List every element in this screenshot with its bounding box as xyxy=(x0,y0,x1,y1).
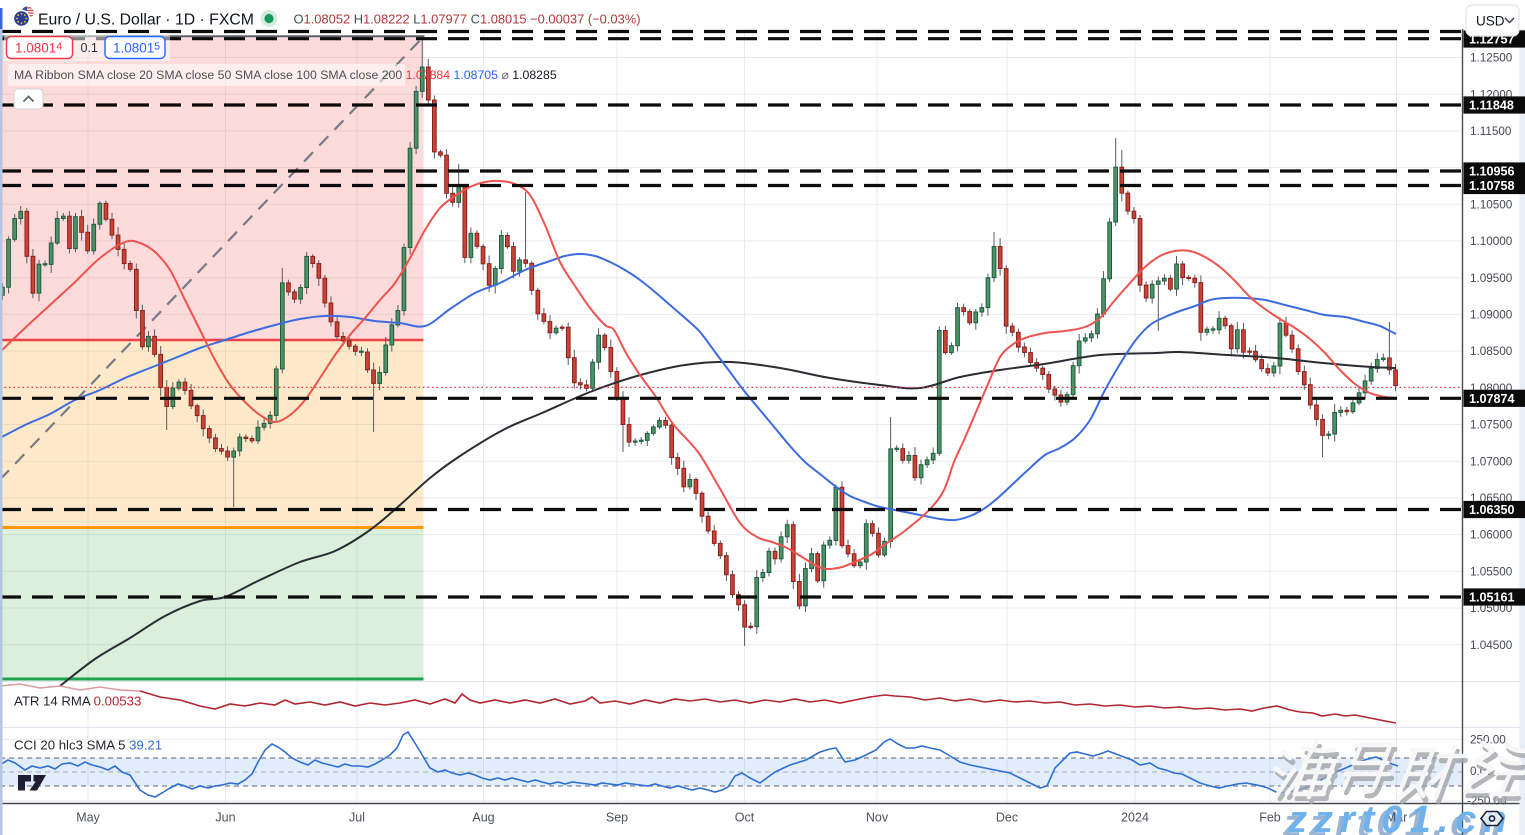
svg-text:1.07500: 1.07500 xyxy=(1470,419,1513,432)
svg-text:250.00: 250.00 xyxy=(1470,733,1506,746)
svg-text:CCI 20 hlc3 SMA 5 39.21: CCI 20 hlc3 SMA 5 39.21 xyxy=(14,738,162,753)
svg-text:1.10500: 1.10500 xyxy=(1470,198,1513,211)
svg-text:1.09500: 1.09500 xyxy=(1470,272,1513,285)
svg-text:1.05161: 1.05161 xyxy=(1469,591,1515,605)
svg-text:Sep: Sep xyxy=(606,811,628,825)
svg-text:1.06350: 1.06350 xyxy=(1469,503,1515,517)
svg-text:ATR 14 RMA 0.00533: ATR 14 RMA 0.00533 xyxy=(14,694,141,709)
svg-text:1.07874: 1.07874 xyxy=(1469,392,1515,406)
svg-text:Dec: Dec xyxy=(996,811,1018,825)
svg-text:Jun: Jun xyxy=(215,811,235,825)
svg-text:1.10956: 1.10956 xyxy=(1469,165,1515,179)
svg-text:1.08014: 1.08014 xyxy=(15,41,62,56)
svg-text:1.11500: 1.11500 xyxy=(1470,125,1512,138)
svg-text:USD: USD xyxy=(1476,14,1505,29)
svg-text:Oct: Oct xyxy=(735,811,755,825)
svg-text:1.06000: 1.06000 xyxy=(1470,529,1513,542)
svg-text:zzrt01.cn: zzrt01.cn xyxy=(1282,803,1509,835)
svg-text:Feb: Feb xyxy=(1259,811,1281,825)
svg-text:Mar: Mar xyxy=(1386,811,1408,825)
svg-text:1.10000: 1.10000 xyxy=(1470,235,1513,248)
svg-text:zzrt01.cn: zzrt01.cn xyxy=(1287,799,1514,835)
svg-text:MA Ribbon SMA close 20 SMA clo: MA Ribbon SMA close 20 SMA close 50 SMA … xyxy=(14,68,557,82)
svg-text:May: May xyxy=(76,811,100,825)
svg-text:1.11848: 1.11848 xyxy=(1469,99,1514,113)
svg-text:1.09000: 1.09000 xyxy=(1470,309,1513,322)
svg-text:1.05500: 1.05500 xyxy=(1470,565,1513,578)
svg-text:1.08500: 1.08500 xyxy=(1470,345,1513,358)
svg-text:O1.08052 H1.08222 L1.07977 C1.: O1.08052 H1.08222 L1.07977 C1.08015 −0.0… xyxy=(294,12,641,27)
svg-text:2024: 2024 xyxy=(1121,811,1149,825)
svg-text:0.1: 0.1 xyxy=(81,41,98,55)
svg-text:1.04500: 1.04500 xyxy=(1470,639,1513,652)
svg-text:1.12500: 1.12500 xyxy=(1470,52,1513,65)
svg-text:Euro / U.S. Dollar · 1D · FXCM: Euro / U.S. Dollar · 1D · FXCM xyxy=(38,12,254,29)
svg-text:1.07000: 1.07000 xyxy=(1470,455,1513,468)
svg-text:1.08015: 1.08015 xyxy=(113,41,160,56)
svg-text:Jul: Jul xyxy=(349,811,365,825)
svg-text:Nov: Nov xyxy=(866,811,889,825)
svg-text:1.10758: 1.10758 xyxy=(1469,179,1515,193)
svg-text:Aug: Aug xyxy=(472,811,494,825)
